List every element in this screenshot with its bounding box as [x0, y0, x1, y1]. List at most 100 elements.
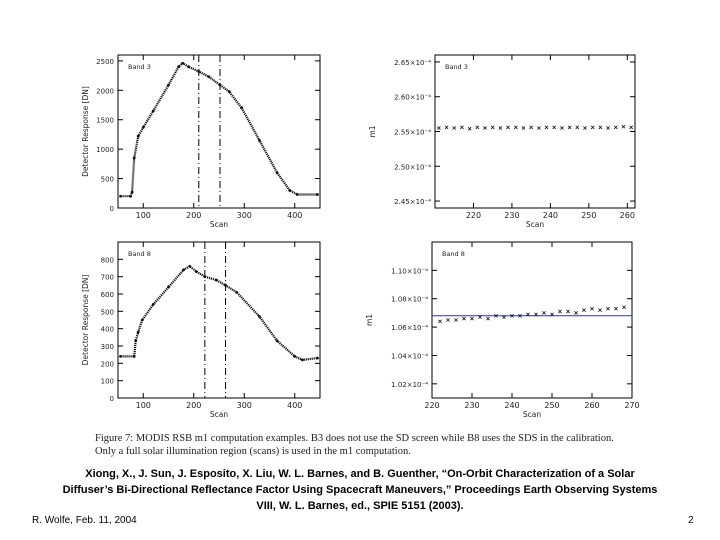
chart3-data-point [300, 358, 304, 362]
chart1-y-tick-label: 0 [110, 205, 114, 213]
chart4-y-axis-label: m1 [365, 314, 374, 326]
chart2-x-tick-label: 220 [466, 211, 481, 220]
chart3-y-tick-label: 200 [101, 360, 114, 368]
chart3-data-point [275, 339, 279, 343]
chart3-data-point [182, 268, 186, 272]
chart3-data-point [140, 318, 144, 322]
chart1-data-point [167, 83, 170, 87]
chart1-data-point [177, 65, 181, 69]
chart2-y-tick-label: 2.55×10⁻⁴ [394, 129, 431, 137]
chart3-data-point [316, 356, 319, 360]
chart1-data-point [227, 90, 231, 93]
chart3-y-tick-label: 800 [101, 256, 114, 264]
chart4-data-point [590, 306, 594, 311]
chart1-y-tick-label: 2000 [96, 87, 114, 95]
chart4-data-point [606, 306, 610, 311]
chart4-x-axis-label: Scan [523, 410, 541, 419]
chart1-data-point [181, 61, 185, 65]
chart2-data-point [552, 125, 557, 130]
chart2-data-point [460, 125, 464, 130]
chart4-data-point [462, 316, 466, 321]
chart4-y-tick-label: 1.10×10⁻⁴ [391, 267, 428, 275]
chart2-x-tick-label: 250 [581, 211, 596, 220]
chart2-data-point [513, 125, 518, 130]
chart3-y-tick-label: 600 [101, 291, 114, 299]
footer-author-date: R. Wolfe, Feb. 11, 2004 [32, 515, 137, 526]
chart2-y-tick-label: 2.50×10⁻⁴ [394, 163, 431, 171]
chart2-data-point [529, 125, 534, 130]
chart3-data-point [203, 275, 207, 279]
chart1-data-point [141, 125, 145, 129]
chart3-data-point [224, 283, 227, 287]
chart4-data-point [542, 311, 546, 315]
chart3-data-point [194, 270, 198, 273]
chart1-data-point [187, 65, 191, 69]
chart2-y-tick-label: 2.60×10⁻⁴ [394, 94, 431, 102]
chart2-y-tick-label: 2.45×10⁻⁴ [394, 198, 431, 206]
chart1-data-point [197, 70, 201, 73]
chart3-y-axis-label: Detector Response [DN] [81, 275, 90, 366]
chart4-data-point [566, 309, 570, 314]
chart4-data-point [478, 315, 482, 320]
chart3-y-tick-label: 400 [101, 326, 114, 334]
chart4-data-point [446, 318, 450, 322]
chart4-data-point [550, 312, 554, 317]
chart4-data-point [614, 306, 618, 311]
chart1-data-point [295, 193, 299, 196]
chart4-data-point [622, 305, 626, 310]
chart4-data-point [454, 318, 458, 322]
chart1-data-point [129, 194, 133, 198]
chart2-data-point [621, 124, 626, 129]
chart4-data-point [470, 316, 474, 321]
chart4-y-tick-label: 1.06×10⁻⁴ [391, 324, 428, 332]
chart1-y-tick-label: 2500 [96, 58, 114, 66]
chart3-y-tick-label: 700 [101, 274, 114, 282]
citation: Xiong, X., J. Sun, J. Esposito, X. Liu, … [62, 468, 658, 512]
chart1-y-tick-label: 1500 [96, 117, 114, 125]
chart1-data-point [130, 190, 134, 194]
chart2-data-point [444, 125, 449, 130]
chart4-data-point [598, 308, 602, 312]
chart4-y-tick-label: 1.08×10⁻⁴ [391, 296, 428, 304]
chart2-x-axis-label: Scan [526, 220, 544, 229]
chart2-data-point [544, 125, 549, 130]
chart2-data-point [590, 125, 595, 130]
chart1-data-point [151, 109, 155, 113]
chart3-data-point [293, 355, 297, 358]
chart1-band-label: Band 3 [128, 63, 151, 71]
chart4-x-tick-label: 260 [584, 401, 599, 410]
chart3-data-point [215, 278, 218, 282]
chart2-data-point [452, 126, 457, 130]
chart2-data-point [498, 126, 503, 130]
chart2-data-point [613, 125, 618, 130]
chart1-plot-frame [117, 54, 321, 209]
chart1-y-axis-label: Detector Response [DN] [81, 86, 90, 177]
chart4-band-label: Band 8 [442, 250, 465, 258]
chart3-data-point [132, 355, 136, 358]
chart4-x-tick-label: 240 [504, 401, 519, 410]
chart4-data-point [574, 311, 578, 315]
chart1-data-point [119, 194, 122, 198]
chart4-data-point [526, 312, 530, 317]
chart1-data-point [316, 193, 319, 196]
chart3-x-axis-label: Scan [210, 410, 228, 419]
chart3-data-point [136, 330, 140, 334]
chart2-data-point [606, 126, 610, 130]
chart2-data-point [536, 126, 541, 130]
chart2-data-point [475, 125, 480, 130]
chart2-data-point [506, 125, 510, 130]
chart3-data-point [258, 315, 261, 318]
chart4-data-point [502, 315, 506, 320]
chart2-plot-frame [434, 54, 636, 209]
chart3-plot-frame [117, 241, 321, 399]
chart2-data-point [567, 125, 572, 130]
chart1-y-tick-label: 500 [101, 176, 114, 184]
chart2-data-point [598, 125, 603, 130]
chart1-data-point [132, 156, 136, 160]
chart2-x-tick-label: 260 [620, 211, 635, 220]
chart4-x-tick-label: 220 [424, 401, 439, 410]
figure-caption: Figure 7: MODIS RSB m1 computation examp… [95, 433, 614, 457]
chart4-plot-frame [431, 241, 633, 399]
chart4-x-tick-label: 230 [464, 401, 479, 410]
